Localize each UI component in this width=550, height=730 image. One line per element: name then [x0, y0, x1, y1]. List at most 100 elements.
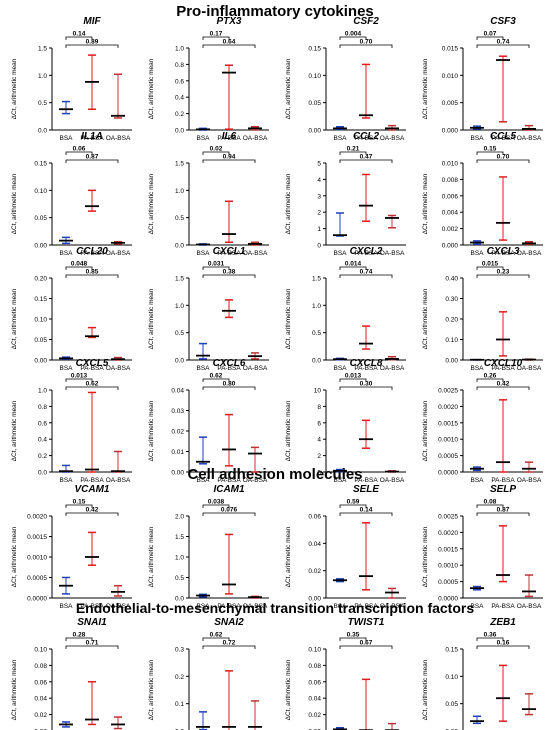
- y-tick-label: 1.0: [175, 303, 184, 310]
- y-axis-label: ΔCt, arithmetic mean: [148, 58, 155, 119]
- p-bracket: 0.62: [202, 373, 230, 382]
- panel-cxcl5: CXCL5 0.0 0.2 0.4 0.6 0.8 1.0 ΔCt, arithmetic m…: [11, 358, 132, 484]
- y-tick-label: 0.0: [175, 596, 184, 603]
- y-tick-label: 1.0: [175, 188, 184, 195]
- p-value-label: 0.16: [497, 640, 510, 647]
- x-tick-label: OA-BSA: [243, 135, 268, 142]
- p-value-label: 0.47: [360, 154, 373, 161]
- y-tick-label: 0.15: [34, 296, 47, 303]
- p-value-label: 0.28: [73, 632, 86, 639]
- y-axis-label: ΔCt, arithmetic mean: [422, 659, 429, 720]
- p-value-label: 0.74: [497, 39, 510, 46]
- x-tick-label: PA-BSA: [354, 365, 378, 372]
- p-bracket: 0.80: [202, 381, 256, 390]
- y-tick-label: 0.00: [34, 243, 47, 250]
- bracket-line: [476, 504, 504, 508]
- x-tick-label: BSA: [59, 365, 73, 372]
- p-bracket: 0.42: [476, 381, 530, 390]
- y-axis-label: ΔCt, arithmetic mean: [285, 58, 292, 119]
- x-tick-label: PA-BSA: [80, 135, 104, 142]
- bracket-line: [476, 378, 504, 382]
- y-axis-label: ΔCt, arithmetic mean: [11, 173, 18, 234]
- x-tick-label: PA-BSA: [217, 135, 241, 142]
- y-tick-label: 0.05: [34, 337, 47, 344]
- bracket-line: [339, 504, 367, 508]
- panel-title: IL6: [222, 131, 237, 142]
- p-value-label: 0.014: [345, 261, 362, 268]
- p-value-label: 0.14: [73, 31, 86, 38]
- x-tick-label: BSA: [333, 603, 347, 610]
- panel-csf2: CSF2 0.00 0.05 0.10 0.15 ΔCt, arithmetic mean…: [285, 16, 406, 142]
- p-value-label: 0.36: [484, 632, 497, 639]
- bracket-line: [202, 386, 256, 390]
- y-tick-label: 0.004: [442, 210, 459, 217]
- section-title-endmt: Endothelial-to-mesenchymal transition tr…: [76, 600, 475, 616]
- y-tick-label: 1.5: [175, 161, 184, 168]
- x-tick-label: OA-BSA: [380, 603, 405, 610]
- bracket-line: [339, 645, 393, 649]
- p-bracket: 0.70: [339, 39, 393, 48]
- x-tick-label: PA-BSA: [80, 365, 104, 372]
- x-tick-label: OA-BSA: [106, 250, 131, 257]
- p-value-label: 0.06: [73, 146, 86, 153]
- p-bracket: 0.74: [339, 269, 393, 278]
- bracket-line: [65, 266, 93, 270]
- p-bracket: 0.35: [339, 632, 367, 641]
- y-tick-label: 0.0005: [438, 579, 458, 586]
- y-tick-label: 0.10: [34, 647, 47, 654]
- y-tick-label: 0.04: [308, 696, 321, 703]
- y-axis-label: ΔCt, arithmetic mean: [11, 400, 18, 461]
- x-tick-label: BSA: [470, 365, 484, 372]
- y-axis-label: ΔCt, arithmetic mean: [148, 659, 155, 720]
- y-tick-label: 0.10: [308, 73, 321, 80]
- x-tick-label: BSA: [333, 365, 347, 372]
- y-tick-label: 0.0000: [438, 470, 458, 477]
- panel-twist1: TWIST1 0.00 0.02 0.04 0.06 0.08 0.10 ΔCt, arith…: [285, 617, 399, 730]
- p-value-label: 0.015: [482, 261, 499, 268]
- y-tick-label: 0.015: [442, 46, 459, 53]
- y-tick-label: 0.0015: [438, 546, 458, 553]
- p-bracket: 0.07: [476, 31, 504, 40]
- p-value-label: 0.038: [208, 499, 225, 506]
- y-tick-label: 0.0010: [27, 555, 47, 562]
- x-tick-label: BSA: [470, 135, 484, 142]
- panel-title: MIF: [83, 16, 101, 27]
- bracket-line: [202, 159, 256, 163]
- y-tick-label: 1.5: [38, 46, 47, 53]
- p-value-label: 0.15: [484, 146, 497, 153]
- panel-cxcl2: CXCL2 0.0 0.5 1.0 1.5 ΔCt, arithmetic mean BSA…: [285, 246, 406, 372]
- y-tick-label: 4: [317, 177, 321, 184]
- panel-title: SELE: [353, 484, 379, 495]
- y-tick-label: 0.002: [442, 226, 459, 233]
- y-tick-label: 0.6: [175, 78, 184, 85]
- bracket-line: [65, 36, 93, 40]
- y-axis-label: ΔCt, arithmetic mean: [285, 400, 292, 461]
- x-tick-label: OA-BSA: [106, 603, 131, 610]
- y-tick-label: 0.00: [308, 596, 321, 603]
- y-tick-label: 0.4: [38, 437, 47, 444]
- y-tick-label: 6: [317, 420, 321, 427]
- p-bracket: 0.14: [339, 507, 393, 516]
- y-tick-label: 0.15: [445, 647, 458, 654]
- y-axis-label: ΔCt, arithmetic mean: [148, 526, 155, 587]
- y-tick-label: 2.0: [175, 514, 184, 521]
- bracket-line: [476, 36, 504, 40]
- p-value-label: 0.74: [360, 269, 373, 276]
- y-tick-label: 10: [314, 388, 322, 395]
- y-tick-label: 0.08: [308, 663, 321, 670]
- panel-cxcl10: CXCL10 0.0000 0.0005 0.0010 0.0015 0.0020 0.00…: [422, 358, 543, 484]
- x-tick-label: BSA: [333, 250, 347, 257]
- bracket-line: [339, 44, 393, 48]
- y-tick-label: 0.2: [175, 674, 184, 681]
- panel-title: CXCL2: [350, 246, 383, 257]
- x-tick-label: OA-BSA: [380, 477, 405, 484]
- x-tick-label: OA-BSA: [106, 477, 131, 484]
- y-tick-label: 0.08: [34, 663, 47, 670]
- panel-title: CXCL1: [213, 246, 246, 257]
- p-value-label: 0.26: [484, 373, 497, 380]
- y-tick-label: 0.06: [308, 514, 321, 521]
- x-tick-label: OA-BSA: [243, 603, 268, 610]
- x-tick-label: OA-BSA: [517, 603, 542, 610]
